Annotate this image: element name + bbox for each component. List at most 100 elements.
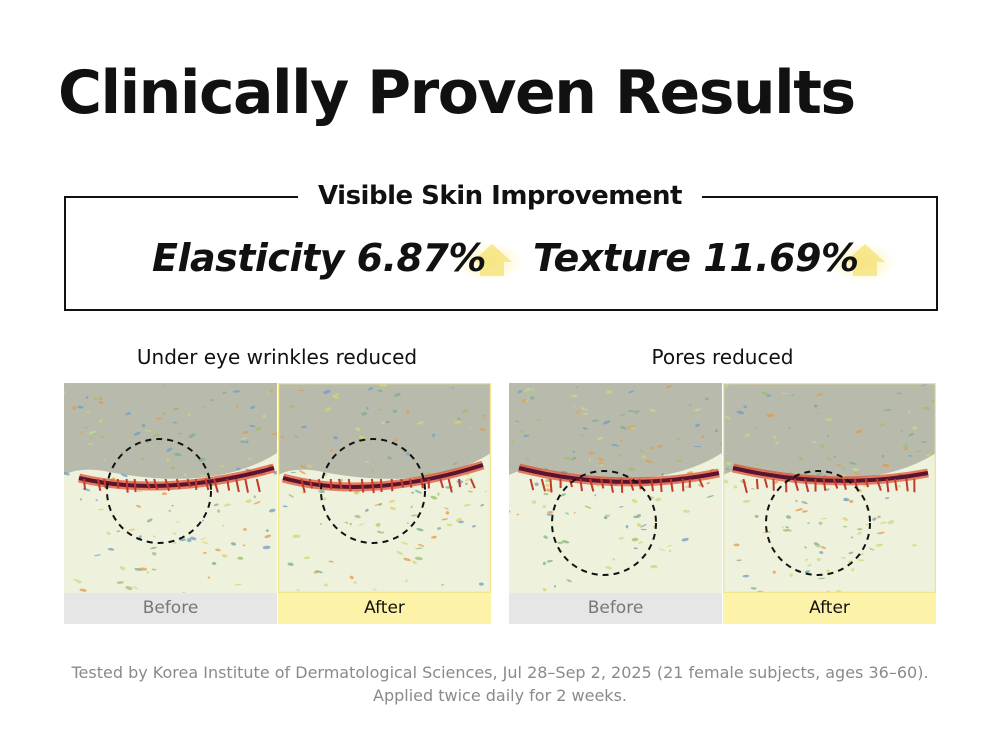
skin-speckle [201,405,206,409]
after-frame [278,383,491,593]
skin-shadow [509,383,722,479]
skin-speckle [743,405,748,409]
skin-speckle [580,434,584,437]
skin-speckle [379,383,383,387]
skin-speckle [437,492,440,496]
skin-speckle [364,460,370,463]
lash [579,478,583,492]
skin-speckle [83,403,87,405]
skin-speckle [217,509,221,513]
skin-speckle [152,535,156,538]
skin-speckle [79,588,87,592]
lash [175,478,181,490]
skin-speckle [706,481,711,485]
skin-speckle [95,499,98,502]
before-image [64,383,277,593]
skin-speckle [922,406,931,410]
skin-speckle [250,405,256,410]
skin-speckle [292,534,301,539]
skin-speckle [98,400,104,405]
skin-speckle [242,544,246,547]
skin-speckle [213,503,219,507]
skin-speckle [620,413,626,416]
skin-speckle [467,490,473,493]
lash [832,478,839,489]
skin-speckle [464,482,468,486]
skin-speckle [633,547,638,550]
skin-speckle [836,464,842,467]
skin-speckle [725,461,732,466]
lash [153,478,159,490]
comparison-title: Under eye wrinkles reduced [136,345,418,369]
skin-speckle [480,504,485,507]
skin-speckle [107,547,115,551]
skin-speckle [736,410,745,415]
skin-speckle [517,389,523,394]
skin-speckle [883,408,892,412]
lash [529,478,535,491]
lash [255,478,261,493]
skin-speckle [848,461,857,465]
skin-speckle [269,389,274,392]
skin-speckle [786,528,792,532]
skin-speckle [791,394,794,397]
footnote: Applied twice daily for 2 weeks. [373,686,627,705]
skin-speckle [744,433,751,437]
after-image [278,383,491,593]
skin-speckle [736,559,742,562]
skin-speckle [202,552,207,554]
lash [568,478,573,488]
skin-speckle [234,583,242,586]
lash [876,478,882,491]
skin-speckle [546,511,554,514]
skin-speckle [444,507,449,510]
skin-speckle [559,493,567,497]
skin-speckle [605,514,610,518]
skin-speckle [826,569,830,573]
skin-speckle [187,538,192,542]
skin-speckle [543,535,548,539]
after-label: After [278,593,491,624]
skin-speckle [392,409,398,414]
skin-speckle [853,472,861,476]
skin-speckle [804,570,811,574]
skin-speckle [530,396,535,400]
lash [144,478,151,489]
skin-speckle [694,408,701,412]
skin-speckle [207,576,210,579]
skin-speckle [676,459,683,462]
before-label: Before [64,593,277,624]
skin-speckle [211,561,217,565]
skin-speckle [361,411,368,416]
skin-speckle [617,454,623,458]
skin-speckle [349,575,354,580]
before-label: Before [509,593,722,624]
skin-speckle [152,433,160,437]
skin-speckle [826,457,833,461]
skin-speckle [912,544,917,547]
skin-speckle [188,433,196,439]
lash [420,478,424,489]
skin-speckle [232,390,241,393]
comparison-title: Pores reduced [651,345,794,369]
skin-speckle [850,536,854,539]
lash [96,478,102,491]
skin-speckle [451,387,454,389]
skin-speckle [627,410,636,413]
skin-speckle [262,545,271,550]
skin-shadow [723,383,936,479]
skin-speckle [724,415,732,420]
lash [360,478,365,493]
skin-speckle [332,393,340,397]
skin-speckle [902,444,909,448]
skin-speckle [542,504,547,509]
skin-speckle [584,408,588,411]
skin-speckle [612,558,616,561]
skin-speckle [781,526,784,529]
skin-speckle [273,412,276,415]
skin-speckle [636,523,642,527]
metric-label: Texture [533,236,691,280]
skin-speckle [912,426,918,430]
skin-speckle [452,462,458,466]
skin-speckle [907,410,911,414]
